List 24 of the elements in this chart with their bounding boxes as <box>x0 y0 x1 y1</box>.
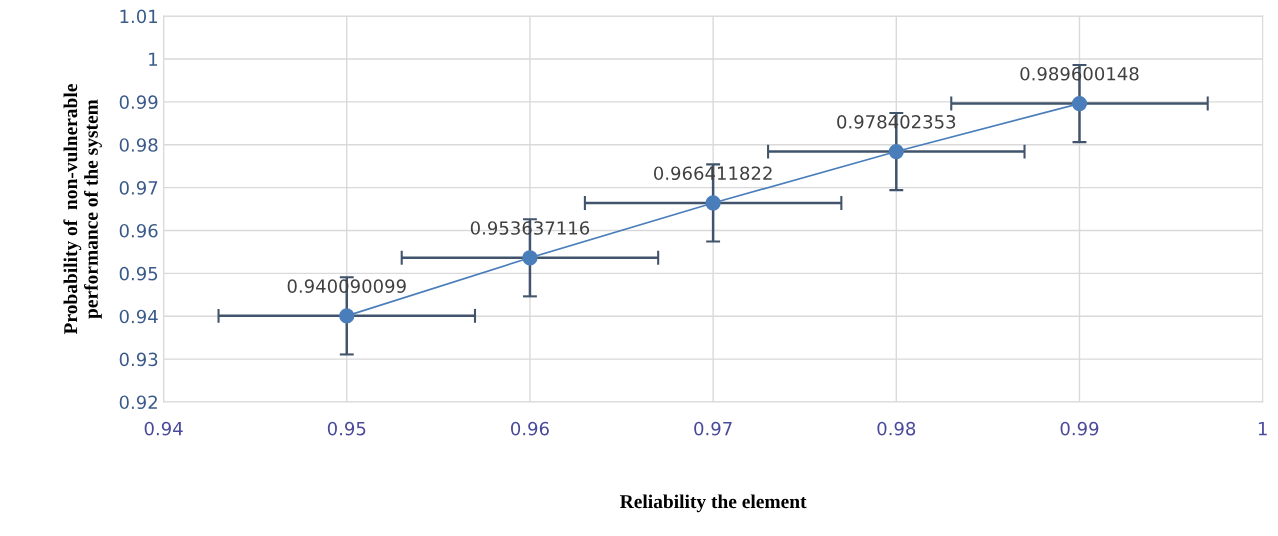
y-tick-label: 1 <box>149 52 158 66</box>
point <box>339 308 355 324</box>
point <box>888 143 904 160</box>
y-tick-label: 0.93 <box>119 352 158 367</box>
y-tick-label: 0.97 <box>119 181 158 195</box>
y-tick-label: 0.98 <box>119 138 158 152</box>
point <box>522 250 538 266</box>
y-tick-label: 0.96 <box>119 223 158 238</box>
x-tick-label: 0.94 <box>144 421 183 436</box>
y-tick-label: 0.92 <box>119 395 157 410</box>
x-tick-label: 0.99 <box>1060 421 1099 436</box>
y-tick-label: 0.99 <box>119 95 158 109</box>
x-tick-label: 0.95 <box>327 421 366 436</box>
x-tick-label: 0.96 <box>511 421 549 436</box>
point <box>705 195 721 211</box>
x-axis-title: Reliability the element <box>620 494 807 513</box>
y-tick-label: 0.95 <box>119 266 158 281</box>
point <box>1071 95 1088 112</box>
x-tick-label: 0.98 <box>877 421 916 436</box>
y-tick-label: 1.01 <box>120 9 158 24</box>
y-axis-title: Probability of non-vulnerable performance of the system <box>63 84 102 335</box>
y-tick-label: 0.94 <box>119 309 158 324</box>
x-tick-label: 0.97 <box>694 421 732 436</box>
x-tick-label: 1 <box>1258 422 1267 436</box>
